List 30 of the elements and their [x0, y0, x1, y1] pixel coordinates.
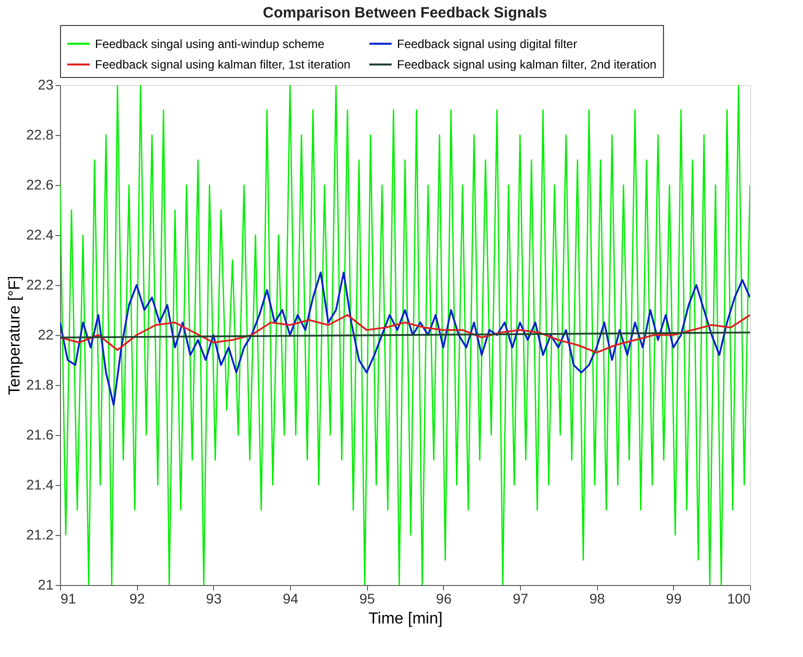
- y-tick-label: 23: [38, 76, 54, 92]
- x-tick-label: 94: [282, 590, 298, 606]
- chart-title: Comparison Between Feedback Signals: [262, 4, 548, 22]
- y-tick-label: 21.6: [26, 426, 54, 442]
- y-tick-label: 22.4: [26, 226, 54, 242]
- x-axis-title: Time [min]: [368, 610, 443, 628]
- y-tick-label: 22: [38, 326, 54, 342]
- y-tick-label: 22.8: [26, 126, 54, 142]
- x-tick-label: 95: [359, 590, 376, 606]
- legend-label: Feedback signal using kalman filter, 2nd iteration: [397, 58, 656, 72]
- x-tick-label: 92: [129, 590, 146, 606]
- line-series: [60, 272, 750, 406]
- line-series: [60, 314, 750, 354]
- y-axis-title: Temperature [°F]: [6, 276, 24, 396]
- legend-label: Feedback signal using digital filter: [397, 36, 578, 51]
- x-tick-label: 93: [206, 590, 222, 606]
- x-tick-label: 91: [60, 590, 76, 606]
- y-tick-label: 22.2: [26, 276, 54, 292]
- y-tick-label: 21: [38, 576, 54, 592]
- y-tick-label: 21.4: [26, 476, 54, 492]
- x-tick-label: 97: [512, 590, 528, 606]
- x-tick-label: 96: [436, 590, 452, 606]
- x-tick-label: 100: [727, 590, 751, 606]
- x-tick-label: 98: [589, 590, 606, 606]
- legend-label: Feedback signal using kalman filter, 1st iteration: [95, 58, 350, 72]
- legend-label: Feedback singal using anti-windup scheme: [95, 36, 325, 51]
- x-tick-label: 99: [666, 590, 682, 606]
- y-tick-label: 22.6: [26, 176, 54, 192]
- y-tick-label: 21.2: [26, 526, 54, 542]
- y-tick-label: 21.8: [26, 376, 54, 392]
